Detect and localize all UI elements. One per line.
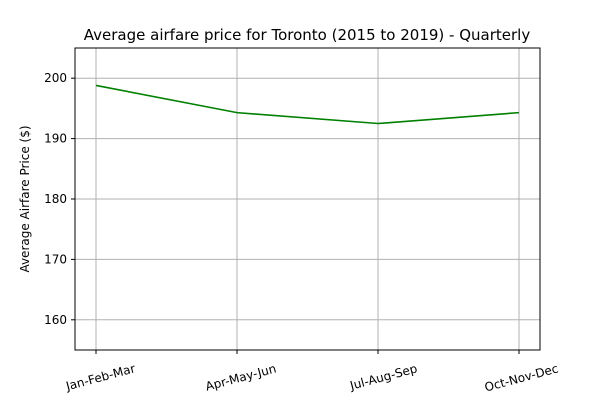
x-tick-label: Apr-May-Jun xyxy=(204,361,278,393)
chart-title: Average airfare price for Toronto (2015 … xyxy=(84,26,531,44)
x-tick-label: Jan-Feb-Mar xyxy=(64,361,137,393)
x-tick-label: Jul-Aug-Sep xyxy=(348,361,419,393)
x-tick-label: Oct-Nov-Dec xyxy=(483,361,560,394)
series-line xyxy=(95,84,520,125)
y-tick-label: 170 xyxy=(44,252,67,266)
y-tick-label: 180 xyxy=(44,192,67,206)
y-axis-label: Average Airfare Price ($) xyxy=(18,125,32,272)
y-tick-label: 190 xyxy=(44,132,67,146)
series-layer xyxy=(95,84,520,125)
gridlines xyxy=(75,48,540,350)
y-tick-label: 200 xyxy=(44,71,67,85)
tick-layer: Jan-Feb-Mar Apr-May-Jun Jul-Aug-Sep Oct-Nov… xyxy=(44,71,560,394)
y-tick-label: 160 xyxy=(44,313,67,327)
